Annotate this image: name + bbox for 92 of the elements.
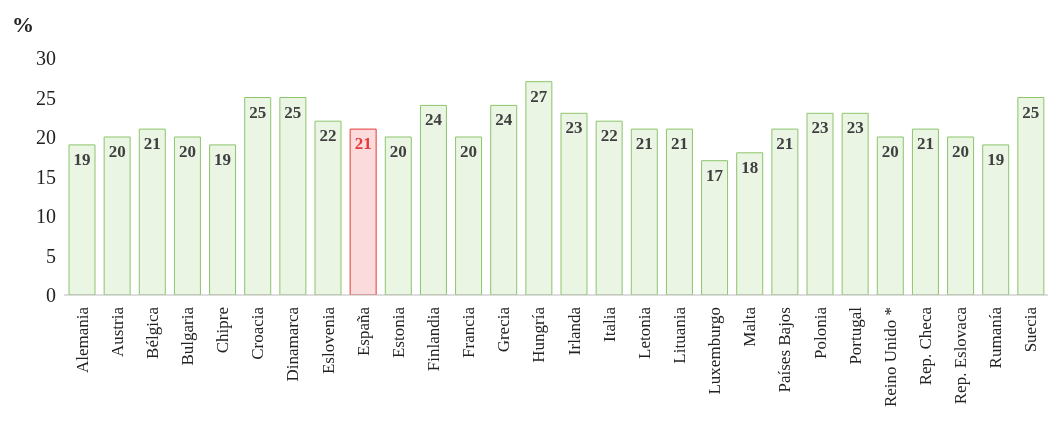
- data-label: 21: [916, 134, 934, 154]
- x-tick-label: Alemania: [72, 306, 92, 374]
- bar: [384, 136, 412, 295]
- bar: [595, 120, 623, 295]
- y-tick-label: 5: [46, 244, 56, 267]
- bar: [279, 97, 307, 295]
- bar: [1017, 97, 1045, 295]
- data-label: 20: [108, 142, 126, 161]
- x-tick-label: Luxemburgo: [705, 307, 725, 395]
- x-tick-label: Eslovenia: [318, 306, 338, 375]
- bar: [490, 104, 518, 295]
- bar: [68, 144, 96, 295]
- data-label: 20: [178, 142, 196, 161]
- x-tick-label: Estonia: [388, 306, 408, 358]
- x-tick-label: Finlandia: [424, 306, 443, 372]
- data-label: 27: [530, 86, 548, 106]
- x-tick-label: Suecia: [1021, 306, 1041, 353]
- x-tick-label: Francia: [459, 306, 479, 358]
- bar: [455, 136, 483, 295]
- bar: [419, 104, 447, 295]
- data-label: 17: [706, 165, 724, 185]
- data-label: 21: [354, 134, 372, 154]
- x-tick-label: Rep. Checa: [916, 306, 935, 386]
- x-tick-label: Reino Unido *: [880, 307, 900, 408]
- bar: [244, 97, 272, 295]
- y-tick-label: 25: [36, 86, 56, 109]
- bar: [911, 128, 939, 295]
- data-label: 25: [249, 102, 267, 122]
- x-tick-label: Italia: [599, 306, 619, 342]
- bar: [771, 128, 799, 295]
- bar: [806, 112, 834, 295]
- bar: [314, 120, 342, 295]
- bar: [173, 136, 201, 295]
- x-tick-label: Bélgica: [142, 306, 162, 359]
- y-tick-label: 0: [46, 284, 56, 307]
- x-tick-label: Austria: [107, 306, 127, 358]
- bar: [103, 136, 131, 295]
- data-label: 21: [776, 134, 794, 154]
- data-label: 22: [600, 126, 618, 146]
- data-label: 19: [214, 149, 232, 169]
- x-tick-label: Rumanía: [986, 306, 1006, 369]
- x-tick-label: Rep. Eslovaca: [951, 306, 971, 405]
- data-label: 20: [389, 142, 407, 161]
- x-tick-label: Lituania: [670, 306, 689, 364]
- data-label: 24: [424, 110, 443, 130]
- y-tick-label: 20: [36, 126, 56, 149]
- bar: [209, 144, 237, 295]
- bar: [701, 160, 729, 295]
- bar: [736, 152, 764, 295]
- data-label: 20: [460, 142, 478, 161]
- data-label: 24: [495, 110, 513, 130]
- data-label: 18: [741, 157, 759, 177]
- bar: [138, 128, 166, 295]
- bar: [665, 128, 693, 295]
- data-label: 19: [987, 149, 1005, 169]
- x-tick-label: Chipre: [213, 307, 233, 354]
- data-label: 20: [881, 142, 899, 161]
- x-tick-label: Bulgaria: [178, 306, 197, 366]
- x-tick-label: Portugal: [845, 306, 865, 365]
- data-label: 25: [284, 102, 302, 122]
- x-tick-label: Croacia: [248, 306, 268, 360]
- data-label: 23: [811, 118, 829, 138]
- data-label: 22: [319, 126, 337, 146]
- x-tick-label: Irlanda: [564, 306, 584, 356]
- bar: [982, 144, 1010, 295]
- x-tick-label: Grecia: [494, 306, 514, 353]
- data-label: 19: [73, 149, 91, 169]
- x-tick-label: Malta: [740, 306, 760, 347]
- y-tick-label: 30: [36, 47, 56, 70]
- y-axis-title: %: [12, 12, 34, 38]
- x-tick-label: Dinamarca: [283, 306, 303, 382]
- y-tick-label: 10: [36, 205, 56, 228]
- bar: [630, 128, 658, 295]
- x-tick-label: Polonia: [810, 306, 830, 359]
- bar: [525, 81, 553, 295]
- bar: [947, 136, 975, 295]
- data-label: 23: [846, 118, 864, 138]
- data-label: 20: [952, 142, 970, 161]
- data-label: 25: [1022, 102, 1040, 122]
- bar: [876, 136, 904, 295]
- data-label: 21: [143, 134, 161, 154]
- data-label: 21: [670, 134, 688, 154]
- bar: [560, 112, 588, 295]
- y-tick-label: 15: [36, 165, 56, 188]
- data-label: 21: [635, 134, 653, 154]
- x-tick-label: España: [353, 306, 373, 357]
- bar: [349, 128, 377, 295]
- x-tick-label: Letonia: [634, 306, 654, 359]
- data-label: 23: [565, 118, 583, 138]
- x-tick-label: Hungría: [529, 306, 549, 363]
- x-tick-label: Países Bajos: [775, 307, 795, 393]
- bar: [841, 112, 869, 295]
